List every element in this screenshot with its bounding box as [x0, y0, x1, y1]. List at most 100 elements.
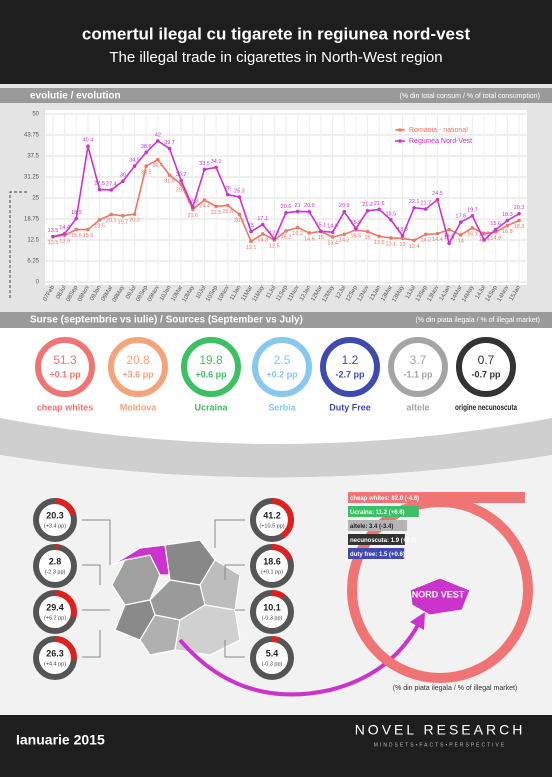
data-label: 19.7 — [118, 219, 129, 225]
point — [144, 150, 148, 155]
point — [424, 232, 428, 237]
data-label: 14.2 — [420, 238, 431, 244]
data-label: 18.9 — [71, 210, 82, 216]
data-label: 14.2 — [339, 238, 350, 244]
data-label: 20.1 — [106, 218, 117, 224]
y-tick-label: 6.25 — [27, 259, 39, 265]
data-label: 15.2 — [281, 234, 292, 240]
wave-separator — [0, 418, 552, 478]
point — [342, 232, 347, 237]
donut-value: 18.6 — [263, 556, 281, 566]
point — [132, 212, 137, 216]
data-label: 13.4 — [327, 240, 338, 246]
point — [249, 229, 253, 234]
data-label: 19.7 — [467, 207, 478, 213]
section-title: evolutie / evolution — [30, 91, 121, 102]
data-label: 38.6 — [141, 144, 152, 150]
source-value: 2.5 — [274, 353, 291, 367]
nv-bar-value-label: 11.2 — [376, 510, 388, 516]
point — [97, 218, 102, 222]
data-label: 12.5 — [479, 231, 490, 237]
donut-value: 2.8 — [49, 556, 62, 566]
data-label: 14.6 — [304, 236, 315, 242]
data-label: 13.8 — [397, 227, 408, 233]
point — [86, 227, 90, 232]
connector — [214, 519, 245, 658]
source-change: -2.7 pp — [335, 369, 365, 379]
data-label: 25.3 — [234, 188, 245, 194]
nv-bar-value-label: 1.9 — [391, 538, 400, 544]
source-ring — [320, 337, 380, 397]
source-change: +0.2 pp — [266, 369, 298, 379]
source-name: Duty Free — [329, 402, 371, 412]
data-label: 21.7 — [420, 201, 431, 207]
data-label: 24.5 — [432, 191, 443, 197]
point — [179, 178, 183, 183]
point — [400, 236, 405, 241]
nv-bar-name: altele: — [350, 524, 367, 530]
source-change: +0.1 pp — [49, 369, 81, 379]
point — [412, 205, 416, 210]
donut-change: (-0.3 pp) — [262, 615, 283, 621]
title: comertul ilegal cu tigarete in regiunea … — [82, 24, 471, 43]
data-label: 20.9 — [339, 203, 350, 209]
data-label: 17.1 — [257, 216, 268, 222]
nord-vest-label: NORD VEST — [412, 589, 465, 599]
unit-note: (% din piata ilegala / % of illegal mark… — [393, 685, 518, 692]
nv-bar-name: necunoscuta: — [350, 538, 389, 544]
point — [435, 231, 440, 236]
point — [214, 204, 218, 209]
point — [493, 227, 498, 232]
point — [202, 198, 207, 202]
data-label: 22.3 — [187, 199, 198, 205]
section-band — [0, 312, 552, 328]
point — [400, 233, 405, 238]
point — [307, 209, 312, 214]
source-value: 3.7 — [410, 353, 427, 367]
data-label: 21.6 — [187, 213, 198, 219]
point — [214, 165, 218, 170]
point — [458, 220, 463, 224]
data-label: 39.7 — [164, 140, 175, 146]
nv-bar-change: (+6.6) — [389, 510, 405, 516]
nv-bar-value-label: 1.5 — [379, 552, 388, 558]
nv-bar — [348, 492, 525, 503]
point — [389, 218, 393, 222]
data-label: 15.9 — [351, 220, 362, 226]
donut-arc — [250, 590, 294, 634]
data-label: 15.6 — [83, 233, 94, 239]
data-label: 22.8 — [222, 209, 233, 215]
data-label: 14.8 — [327, 224, 338, 230]
source-value: 1.2 — [342, 353, 359, 367]
donut-arc — [250, 544, 294, 588]
data-label: 34.1 — [211, 159, 222, 165]
donut-value: 26.3 — [46, 648, 64, 658]
donut-arc — [33, 590, 77, 634]
point — [191, 205, 195, 209]
point — [86, 144, 90, 149]
data-label: 11.5 — [444, 235, 454, 241]
brand: NOVEL RESEARCH — [355, 722, 526, 738]
data-label: 24.4 — [199, 203, 210, 209]
point — [424, 207, 428, 211]
footer-date: Ianuarie 2015 — [16, 732, 105, 748]
nv-bar-name: cheap whites: — [350, 496, 390, 502]
data-label: 27.5 — [94, 181, 105, 187]
data-label: 12.4 — [409, 244, 420, 250]
y-tick-label: 50 — [32, 112, 39, 118]
data-label: 26 — [225, 186, 231, 192]
data-label: 15 — [248, 223, 254, 229]
point — [167, 146, 172, 151]
nv-bar-value-label: 82.0 — [391, 496, 403, 502]
source-change: -1.1 pp — [403, 369, 433, 379]
nv-bar-name: Ucraina: — [350, 510, 374, 516]
subtitle: The illegal trade in cigarettes in North… — [109, 49, 442, 66]
data-label: 20.6 — [281, 204, 292, 210]
data-label: 13.5 — [48, 228, 59, 234]
donut-arc — [33, 498, 77, 542]
point — [482, 238, 486, 242]
point — [62, 231, 67, 236]
donut-change: (+3.4 pp) — [44, 523, 66, 529]
map-region-nord-vest — [111, 544, 171, 576]
nv-bar-label: necunoscuta: 1.9 (+0.6) — [350, 538, 417, 544]
